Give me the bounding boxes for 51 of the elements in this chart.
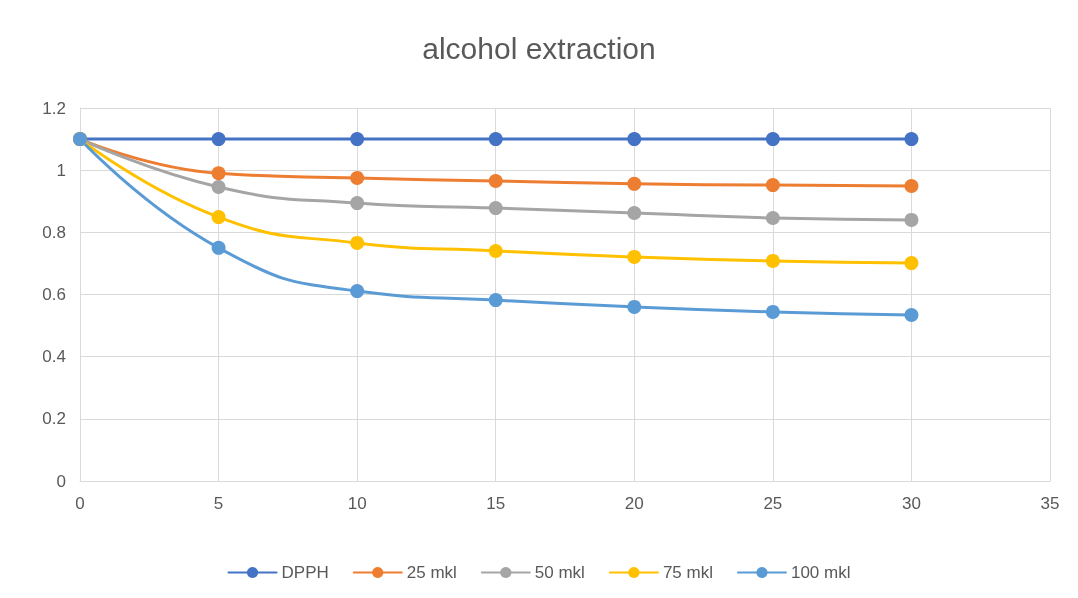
point	[765, 211, 780, 226]
x-tick-label: 35	[1040, 494, 1060, 513]
x-tick-label: 15	[486, 494, 506, 513]
y-tick-label: 0	[56, 471, 66, 491]
y-tick-label: 0.6	[42, 285, 66, 304]
y-tick-label: 1.2	[42, 98, 66, 118]
point	[488, 174, 503, 189]
legend-label: 25 mkl	[406, 563, 457, 582]
point	[765, 178, 780, 193]
x-tick-label: 20	[624, 494, 644, 513]
point	[627, 299, 642, 314]
point	[488, 243, 503, 258]
point	[627, 176, 642, 191]
point	[211, 179, 226, 194]
point	[627, 206, 642, 221]
point	[627, 249, 642, 264]
y-tick-label: 0.2	[42, 409, 66, 429]
y-tick-label: 1	[56, 160, 66, 180]
point	[211, 132, 226, 147]
point	[211, 240, 226, 255]
point	[350, 170, 365, 185]
y-tick-label: 0.4	[42, 347, 66, 367]
point	[211, 210, 226, 225]
point	[765, 253, 780, 268]
point	[904, 256, 919, 271]
point	[904, 132, 919, 147]
point	[350, 196, 365, 211]
point	[904, 308, 919, 323]
point	[488, 132, 503, 147]
chart-title: alcohol extraction	[422, 31, 656, 65]
x-tick-label: 25	[763, 494, 783, 513]
legend-label: DPPH	[281, 563, 329, 582]
x-tick-label: 5	[213, 494, 224, 513]
legend-label: 100 mkl	[790, 563, 851, 582]
point	[488, 201, 503, 216]
point	[904, 212, 919, 227]
x-tick-label: 10	[347, 494, 367, 513]
x-tick-label: 0	[75, 494, 85, 513]
point	[350, 132, 365, 147]
point	[350, 235, 365, 250]
x-tick-label: 30	[901, 494, 921, 513]
y-tick-label: 0.8	[42, 222, 66, 242]
point	[350, 284, 365, 299]
point	[488, 293, 503, 308]
point	[904, 179, 919, 194]
legend-label: 75 mkl	[662, 563, 713, 582]
point	[627, 132, 642, 147]
point	[765, 304, 780, 319]
point	[211, 166, 226, 181]
point	[765, 132, 780, 147]
legend-label: 50 mkl	[534, 563, 585, 582]
